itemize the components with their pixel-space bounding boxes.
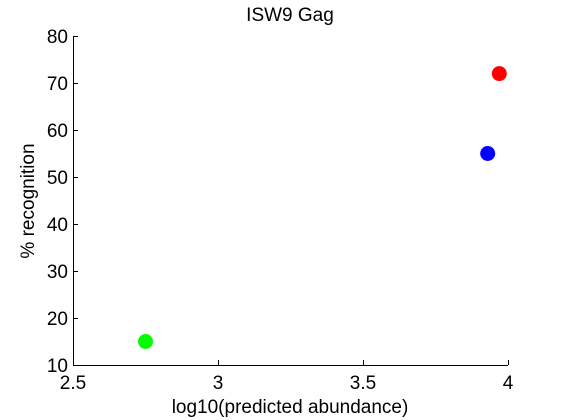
y-tick-label: 10: [47, 356, 68, 377]
y-tick-label: 60: [47, 121, 68, 142]
x-ticks: 2.5 3 3.5 4: [60, 360, 514, 394]
data-point: [480, 146, 496, 161]
x-tick-label: 3.5: [350, 373, 376, 394]
chart-title: ISW9 Gag: [246, 5, 334, 26]
data-point: [491, 66, 507, 82]
y-tick-label: 80: [47, 27, 68, 48]
y-axis-label: % recognition: [18, 143, 39, 258]
y-ticks: 10 20 30 40 50 60 70 80: [47, 27, 78, 377]
x-tick-label: 3: [213, 373, 224, 394]
x-tick-label: 2.5: [60, 373, 86, 394]
y-tick-label: 20: [47, 309, 68, 330]
y-tick-label: 30: [47, 262, 68, 283]
y-tick-label: 40: [47, 215, 68, 236]
data-points: [138, 66, 507, 349]
x-tick-label: 4: [503, 373, 514, 394]
x-axis-label: log10(predicted abundance): [172, 397, 409, 418]
y-tick-label: 50: [47, 168, 68, 189]
y-tick-label: 70: [47, 74, 68, 95]
plot-area: [73, 36, 508, 366]
data-point: [138, 334, 153, 349]
